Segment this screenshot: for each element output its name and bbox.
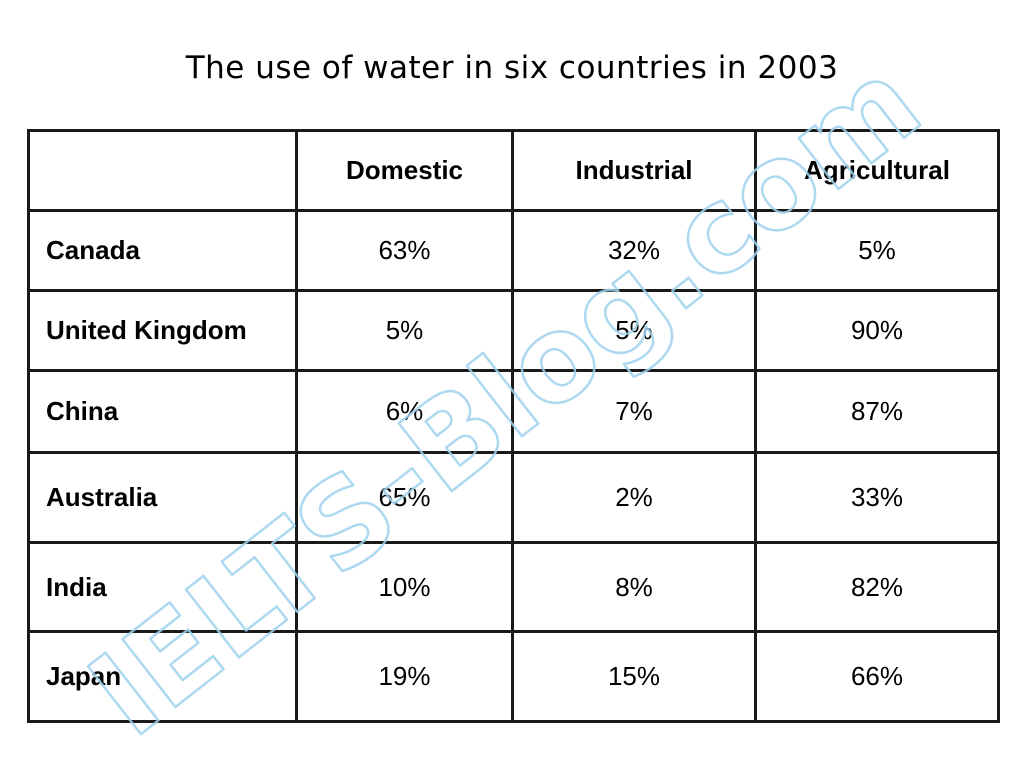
domestic-cell: 19% bbox=[295, 630, 514, 723]
domestic-cell: 10% bbox=[295, 541, 514, 633]
table-row: United Kingdom 5% 5% 90% bbox=[27, 289, 1000, 372]
table-header-row: Domestic Industrial Agricultural bbox=[27, 129, 1000, 212]
industrial-cell: 5% bbox=[511, 289, 757, 372]
industrial-cell: 32% bbox=[511, 209, 757, 292]
country-cell: Japan bbox=[27, 630, 298, 723]
industrial-cell: 8% bbox=[511, 541, 757, 633]
header-domestic: Domestic bbox=[295, 129, 514, 212]
country-cell: Canada bbox=[27, 209, 298, 292]
country-cell: China bbox=[27, 369, 298, 454]
agricultural-cell: 66% bbox=[754, 630, 1000, 723]
table-row: China 6% 7% 87% bbox=[27, 369, 1000, 454]
table-row: Japan 19% 15% 66% bbox=[27, 630, 1000, 723]
industrial-cell: 7% bbox=[511, 369, 757, 454]
industrial-cell: 15% bbox=[511, 630, 757, 723]
agricultural-cell: 33% bbox=[754, 451, 1000, 544]
water-use-table: Domestic Industrial Agricultural Canada … bbox=[27, 129, 1000, 723]
domestic-cell: 63% bbox=[295, 209, 514, 292]
domestic-cell: 6% bbox=[295, 369, 514, 454]
country-cell: Australia bbox=[27, 451, 298, 544]
country-cell: United Kingdom bbox=[27, 289, 298, 372]
agricultural-cell: 5% bbox=[754, 209, 1000, 292]
industrial-cell: 2% bbox=[511, 451, 757, 544]
chart-title: The use of water in six countries in 200… bbox=[185, 50, 839, 86]
country-cell: India bbox=[27, 541, 298, 633]
agricultural-cell: 90% bbox=[754, 289, 1000, 372]
header-industrial: Industrial bbox=[511, 129, 757, 212]
table-row: Australia 65% 2% 33% bbox=[27, 451, 1000, 544]
agricultural-cell: 82% bbox=[754, 541, 1000, 633]
table-row: Canada 63% 32% 5% bbox=[27, 209, 1000, 292]
domestic-cell: 5% bbox=[295, 289, 514, 372]
header-corner-cell bbox=[27, 129, 298, 212]
header-agricultural: Agricultural bbox=[754, 129, 1000, 212]
table-row: India 10% 8% 82% bbox=[27, 541, 1000, 633]
agricultural-cell: 87% bbox=[754, 369, 1000, 454]
domestic-cell: 65% bbox=[295, 451, 514, 544]
